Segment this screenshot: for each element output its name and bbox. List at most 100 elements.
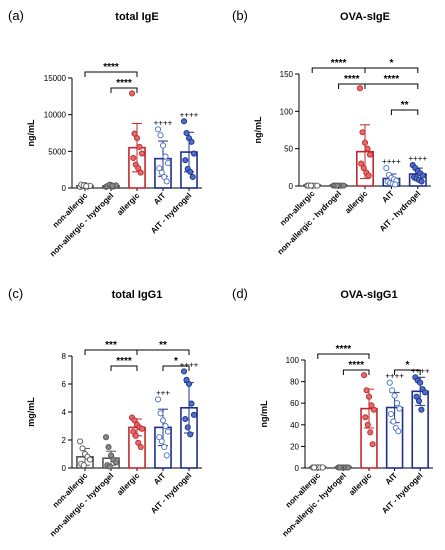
x-tick-label: allergic: [115, 191, 142, 218]
chart-title: total IgE: [115, 11, 158, 23]
data-point: [190, 411, 198, 418]
x-tick-label: allergic: [347, 471, 374, 498]
y-axis-label: mg/mL: [26, 397, 36, 427]
data-point: [422, 389, 429, 396]
data-point: [164, 428, 172, 435]
data-point: [112, 459, 120, 466]
significance-bracket: [84, 71, 138, 77]
y-tick-label: 8: [62, 352, 67, 361]
y-tick-label: 20: [290, 442, 299, 451]
significance-bracket: [342, 369, 370, 375]
data-point: [367, 429, 374, 436]
y-tick-label: 40: [290, 421, 299, 430]
data-point: [386, 379, 393, 386]
data-point: [369, 441, 376, 448]
data-point: [102, 434, 110, 441]
significance-plus-label: ++++: [382, 157, 401, 166]
data-point: [358, 160, 365, 167]
significance-plus-label: ++++: [408, 154, 427, 163]
data-point: [363, 387, 370, 394]
data-point: [154, 396, 162, 403]
significance-bracket: [136, 349, 190, 355]
y-tick-label: 0: [62, 184, 67, 193]
y-tick-label: 4: [62, 408, 67, 417]
significance-bracket: [390, 109, 419, 115]
y-tick-label: 0: [289, 182, 294, 191]
data-point: [361, 372, 368, 379]
y-tick-label: 100: [286, 356, 300, 365]
significance-label: ****: [336, 344, 352, 355]
panel-label: (b): [232, 8, 248, 23]
data-point: [133, 135, 141, 142]
y-tick-label: 0: [62, 464, 67, 473]
data-point: [188, 138, 195, 145]
significance-plus-label: ++++: [180, 360, 199, 369]
data-point: [383, 165, 390, 172]
data-point: [136, 143, 143, 150]
y-tick-label: 100: [280, 107, 294, 116]
significance-bracket: [317, 353, 370, 359]
significance-label: ****: [384, 74, 400, 85]
data-point: [158, 438, 165, 445]
data-point: [387, 410, 394, 418]
y-tick-label: 0: [295, 464, 300, 473]
significance-label: *: [389, 58, 393, 69]
data-point: [390, 418, 397, 425]
data-point: [156, 165, 163, 172]
data-point: [163, 452, 170, 459]
significance-plus-label: ++++: [180, 110, 199, 119]
significance-label: ****: [348, 360, 364, 371]
data-point: [366, 151, 374, 158]
significance-plus-label: ++++: [154, 118, 173, 127]
data-point: [109, 182, 116, 189]
data-point: [336, 464, 343, 471]
data-point: [157, 132, 164, 139]
x-tick-label: AIT: [384, 471, 400, 487]
data-point: [187, 431, 194, 438]
data-point: [161, 173, 168, 181]
chart-panel: (b) OVA-sIgE050100150ng/mLnon-allergicnon…: [232, 8, 431, 256]
data-point: [360, 165, 367, 172]
data-point: [345, 464, 352, 471]
data-point: [190, 150, 198, 157]
data-point: [391, 392, 398, 399]
y-tick-label: 6: [62, 380, 67, 389]
data-point: [392, 181, 399, 188]
data-point: [393, 400, 401, 407]
significance-bracket: [364, 83, 419, 89]
significance-bracket: [162, 365, 190, 371]
y-tick-label: 80: [290, 378, 299, 387]
data-point: [184, 424, 191, 431]
data-point: [183, 129, 190, 137]
chart-panel: (a) total IgE050001000015000ng/mLnon-alle…: [8, 8, 202, 258]
data-point: [164, 160, 172, 167]
data-point: [137, 169, 144, 176]
data-point: [340, 182, 347, 189]
data-point: [154, 126, 162, 133]
data-point: [138, 425, 146, 432]
y-tick-label: 150: [280, 70, 294, 79]
data-point: [105, 443, 112, 451]
data-point: [138, 150, 146, 157]
significance-label: ****: [116, 356, 132, 367]
chart-panel: (d) OVA-sIgG1020406080100ng/mLnon-allergi…: [232, 286, 433, 538]
data-point: [188, 400, 195, 407]
chart-title: OVA-sIgG1: [340, 289, 397, 301]
significance-label: ****: [103, 62, 119, 73]
data-point: [314, 182, 321, 189]
significance-bracket: [110, 365, 138, 371]
y-tick-label: 60: [290, 399, 299, 408]
data-point: [80, 462, 87, 469]
significance-bracket: [364, 67, 419, 73]
data-point: [361, 139, 369, 146]
data-point: [418, 178, 425, 185]
data-point: [417, 379, 424, 386]
y-tick-label: 2: [62, 436, 67, 445]
data-point: [162, 153, 169, 160]
data-point: [86, 456, 94, 463]
y-axis-label: ng/mL: [253, 116, 263, 143]
significance-bracket: [394, 369, 421, 375]
data-point: [396, 405, 403, 412]
data-point: [83, 183, 90, 190]
